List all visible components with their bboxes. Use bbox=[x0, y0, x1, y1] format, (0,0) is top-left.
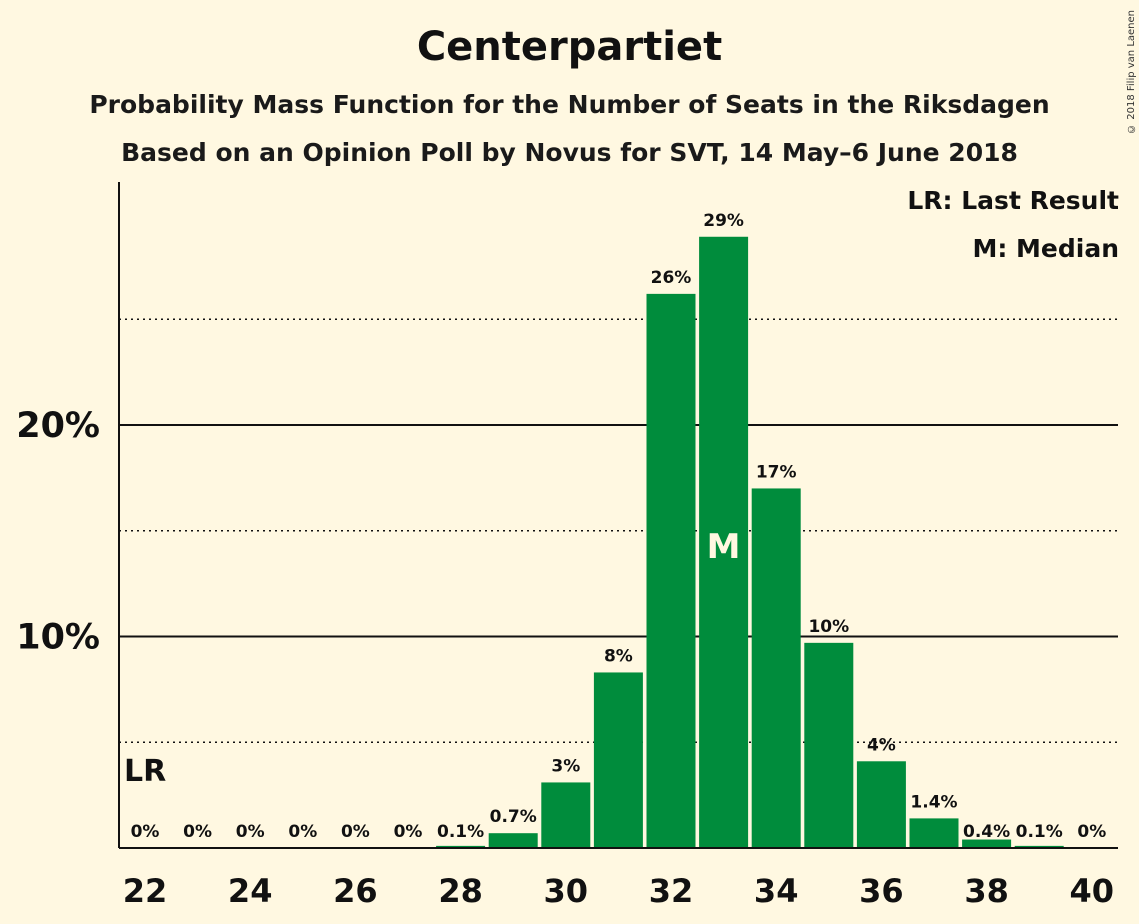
x-tick-label-30: 30 bbox=[544, 872, 589, 910]
bar-label-23: 0% bbox=[183, 822, 212, 842]
bar-34 bbox=[751, 488, 801, 848]
bar-label-31: 8% bbox=[604, 646, 633, 666]
bar-label-29: 0.7% bbox=[490, 807, 537, 827]
x-tick-label-28: 28 bbox=[438, 872, 483, 910]
x-tick-label-22: 22 bbox=[123, 872, 168, 910]
median-marker: M bbox=[707, 527, 741, 567]
x-tick-label-32: 32 bbox=[649, 872, 694, 910]
x-tick-label-26: 26 bbox=[333, 872, 378, 910]
x-tick-label-36: 36 bbox=[859, 872, 904, 910]
bar-33 bbox=[699, 236, 749, 848]
bar-38 bbox=[962, 839, 1012, 848]
y-tick-label-20: 20% bbox=[16, 406, 100, 446]
bar-29 bbox=[488, 833, 538, 848]
x-tick-label-38: 38 bbox=[964, 872, 1009, 910]
bar-label-24: 0% bbox=[236, 822, 265, 842]
legend-median: M: Median bbox=[972, 234, 1119, 263]
x-tick-label-24: 24 bbox=[228, 872, 273, 910]
x-tick-label-40: 40 bbox=[1070, 872, 1115, 910]
bar-28 bbox=[436, 845, 486, 848]
chart-subtitle-source: Based on an Opinion Poll by Novus for SV… bbox=[121, 138, 1018, 167]
bar-label-37: 1.4% bbox=[910, 792, 957, 812]
bar-label-26: 0% bbox=[341, 822, 370, 842]
bar-label-28: 0.1% bbox=[437, 822, 484, 842]
bar-label-35: 10% bbox=[808, 617, 849, 637]
bar-label-25: 0% bbox=[288, 822, 317, 842]
bar-label-30: 3% bbox=[551, 756, 580, 776]
bar-label-32: 26% bbox=[651, 268, 692, 288]
legend-last-result: LR: Last Result bbox=[907, 186, 1119, 215]
x-tick-label-34: 34 bbox=[754, 872, 799, 910]
bar-35 bbox=[804, 642, 854, 848]
bar-label-36: 4% bbox=[867, 735, 896, 755]
chart-subtitle: Probability Mass Function for the Number… bbox=[89, 90, 1050, 119]
bar-label-22: 0% bbox=[131, 822, 160, 842]
bar-36 bbox=[856, 761, 906, 848]
last-result-marker: LR bbox=[124, 754, 166, 789]
bar-label-40: 0% bbox=[1077, 822, 1106, 842]
bar-label-38: 0.4% bbox=[963, 822, 1010, 842]
bar-label-33: 29% bbox=[703, 211, 744, 231]
bar-label-39: 0.1% bbox=[1016, 822, 1063, 842]
bar-39 bbox=[1014, 845, 1064, 848]
bar-30 bbox=[541, 782, 591, 848]
y-tick-label-10: 10% bbox=[16, 618, 100, 658]
bar-37 bbox=[909, 818, 959, 848]
bar-32 bbox=[646, 293, 696, 848]
chart-title: Centerpartiet bbox=[416, 24, 723, 70]
bar-label-27: 0% bbox=[394, 822, 423, 842]
bar-label-34: 17% bbox=[756, 462, 797, 482]
bar-31 bbox=[593, 672, 643, 848]
